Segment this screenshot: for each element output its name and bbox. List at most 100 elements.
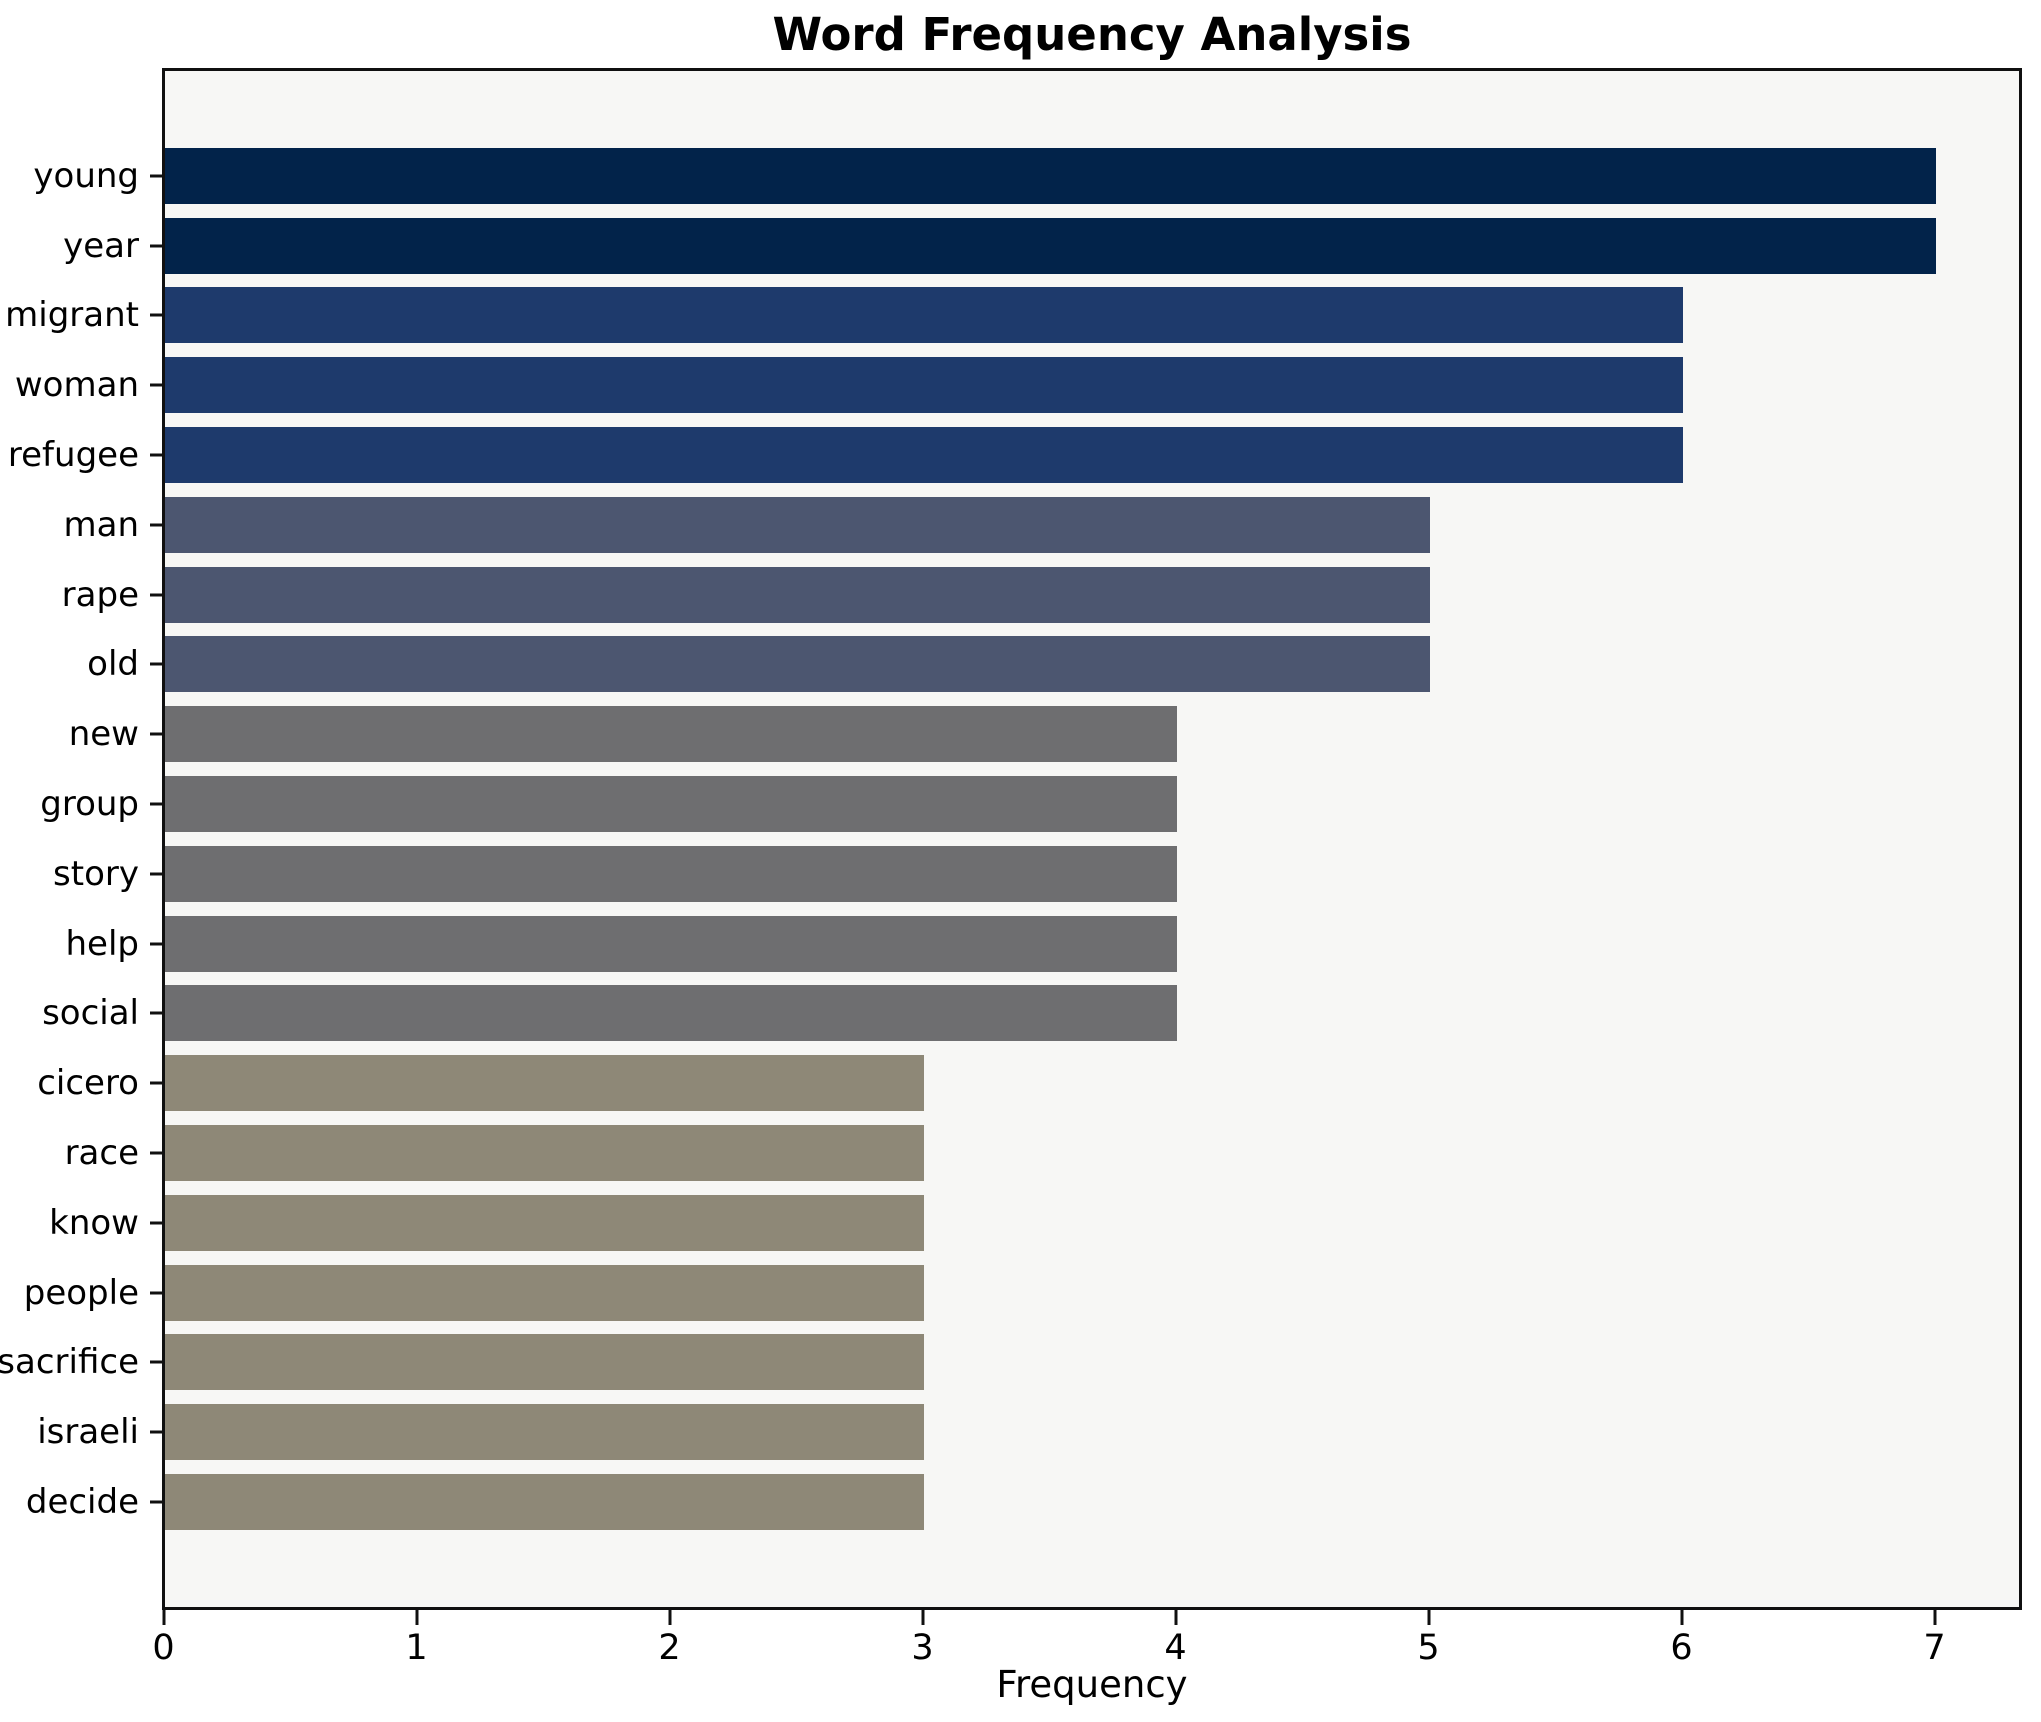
y-tick-mark: [150, 662, 162, 666]
bar: [165, 566, 1430, 623]
bar-row: social: [42, 979, 2019, 1049]
bar-row: refugee: [8, 420, 2019, 490]
bar-row: migrant: [5, 281, 2019, 351]
x-axis-label: Frequency: [996, 1663, 1188, 1706]
x-tick-label: 5: [1417, 1628, 1440, 1668]
y-tick-mark: [150, 593, 162, 597]
x-tick-mark: [415, 1610, 418, 1625]
y-tick-mark: [150, 1291, 162, 1295]
bar-row: cicero: [37, 1048, 2019, 1118]
x-tick-label: 2: [658, 1628, 681, 1668]
y-tick-label: people: [23, 1272, 139, 1313]
bar: [165, 496, 1430, 553]
bar: [165, 1474, 924, 1531]
bar-row: new: [69, 699, 2019, 769]
x-tick-mark: [1933, 1610, 1936, 1625]
y-tick-label: cicero: [37, 1063, 139, 1104]
bar: [165, 427, 1683, 484]
bar-row: sacrifice: [0, 1328, 2019, 1398]
y-tick-mark: [150, 523, 162, 527]
bar-row: decide: [26, 1467, 2019, 1537]
y-tick-label: know: [49, 1202, 139, 1243]
x-tick-label: 1: [405, 1628, 428, 1668]
y-tick-label: rape: [61, 574, 139, 615]
x-axis: 0 1 2 3 4 5 6 7: [152, 1610, 2022, 1720]
y-tick-mark: [150, 942, 162, 946]
x-tick-mark: [1174, 1610, 1177, 1625]
bar-row: young: [33, 141, 2019, 211]
x-tick-mark: [668, 1610, 671, 1625]
chart-title: Word Frequency Analysis: [772, 8, 1412, 61]
y-tick-mark: [150, 1360, 162, 1364]
y-tick-mark: [150, 1500, 162, 1504]
y-tick-label: group: [40, 784, 139, 825]
y-tick-label: migrant: [5, 295, 139, 336]
y-tick-mark: [150, 732, 162, 736]
y-tick-label: social: [42, 993, 139, 1034]
y-tick-label: year: [63, 225, 139, 266]
bar: [165, 1055, 924, 1112]
x-tick-label: 4: [1164, 1628, 1187, 1668]
y-tick-label: sacrifice: [0, 1342, 139, 1383]
x-tick-label: 7: [1923, 1628, 1946, 1668]
y-tick-mark: [150, 1221, 162, 1225]
bar-row: rape: [62, 560, 2019, 630]
bar: [165, 1194, 924, 1251]
bar: [165, 776, 1177, 833]
plot-area: young year migrant woman refugee man rape old ne…: [0, 68, 2022, 1610]
bars-container: young year migrant woman refugee man rape old ne…: [0, 141, 2019, 1537]
bar: [165, 217, 1936, 274]
y-tick-mark: [150, 244, 162, 248]
y-tick-mark: [150, 1011, 162, 1015]
y-tick-mark: [150, 313, 162, 317]
y-tick-label: young: [33, 155, 139, 196]
bar-row: race: [65, 1118, 2019, 1188]
y-tick-label: help: [65, 923, 140, 964]
bar: [165, 845, 1177, 902]
bar: [165, 1125, 924, 1182]
bar-row: israeli: [37, 1397, 2019, 1467]
bar-row: people: [24, 1258, 2019, 1328]
bar: [165, 1264, 924, 1321]
bar-row: year: [63, 211, 2019, 281]
bar-row: know: [49, 1188, 2019, 1258]
bar: [165, 706, 1177, 763]
y-tick-mark: [150, 872, 162, 876]
bar-row: story: [53, 839, 2019, 909]
y-tick-label: old: [87, 644, 139, 685]
y-tick-label: refugee: [7, 435, 139, 476]
x-tick-label: 3: [911, 1628, 934, 1668]
bar: [165, 1334, 924, 1391]
y-tick-label: woman: [14, 365, 139, 406]
y-tick-label: new: [68, 714, 139, 755]
y-tick-mark: [150, 1081, 162, 1085]
bar: [165, 1404, 924, 1461]
y-tick-label: race: [64, 1133, 139, 1174]
bar: [165, 287, 1683, 344]
y-tick-label: story: [53, 853, 139, 894]
bar-row: help: [66, 909, 2019, 979]
bar: [165, 147, 1936, 204]
x-tick-mark: [1680, 1610, 1683, 1625]
bar-row: group: [40, 769, 2019, 839]
x-tick-label: 0: [152, 1628, 175, 1668]
y-tick-label: israeli: [37, 1412, 139, 1453]
y-tick-label: man: [63, 504, 139, 545]
y-tick-mark: [150, 453, 162, 457]
x-tick-mark: [162, 1610, 165, 1625]
bar: [165, 357, 1683, 414]
bar: [165, 915, 1177, 972]
x-tick-mark: [921, 1610, 924, 1625]
bar: [165, 636, 1430, 693]
x-tick-mark: [1427, 1610, 1430, 1625]
y-tick-label: decide: [25, 1482, 139, 1523]
y-tick-mark: [150, 1151, 162, 1155]
y-tick-mark: [150, 174, 162, 178]
x-tick-label: 6: [1670, 1628, 1693, 1668]
bar-row: old: [87, 630, 2019, 700]
bar: [165, 985, 1177, 1042]
bar-row: woman: [15, 350, 2019, 420]
y-tick-mark: [150, 802, 162, 806]
y-tick-mark: [150, 383, 162, 387]
